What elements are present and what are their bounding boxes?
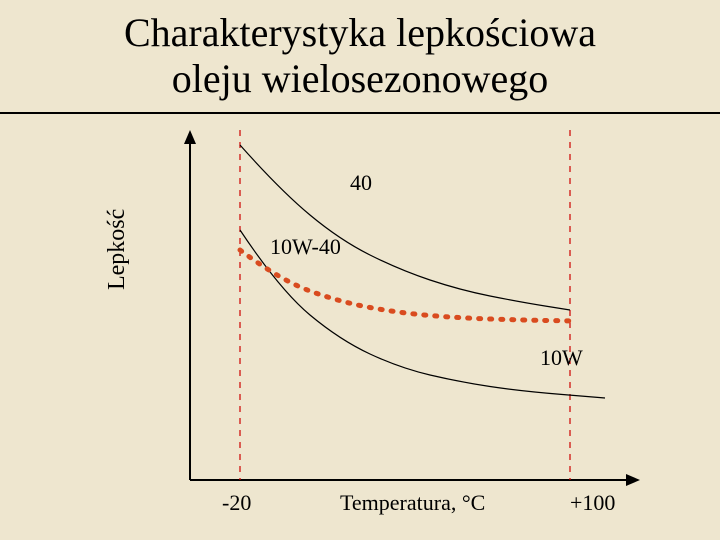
- series-label-10w: 10W: [540, 345, 583, 371]
- viscosity-chart: Lepkość Temperatura, °C -20 +100 40 10W-…: [140, 130, 640, 530]
- x-tick-plus100: +100: [570, 490, 615, 516]
- series-label-40: 40: [350, 170, 372, 196]
- series-label-10w40: 10W-40: [270, 234, 341, 260]
- x-axis-label: Temperatura, °C: [340, 490, 485, 516]
- title-line-1: Charakterystyka lepkościowa: [124, 10, 596, 55]
- chart-svg: [140, 130, 640, 490]
- title-line-2: oleju wielosezonowego: [172, 56, 549, 101]
- y-axis-label: Lepkość: [104, 209, 131, 290]
- x-tick-minus20: -20: [222, 490, 251, 516]
- page-title: Charakterystyka lepkościowa oleju wielos…: [0, 10, 720, 114]
